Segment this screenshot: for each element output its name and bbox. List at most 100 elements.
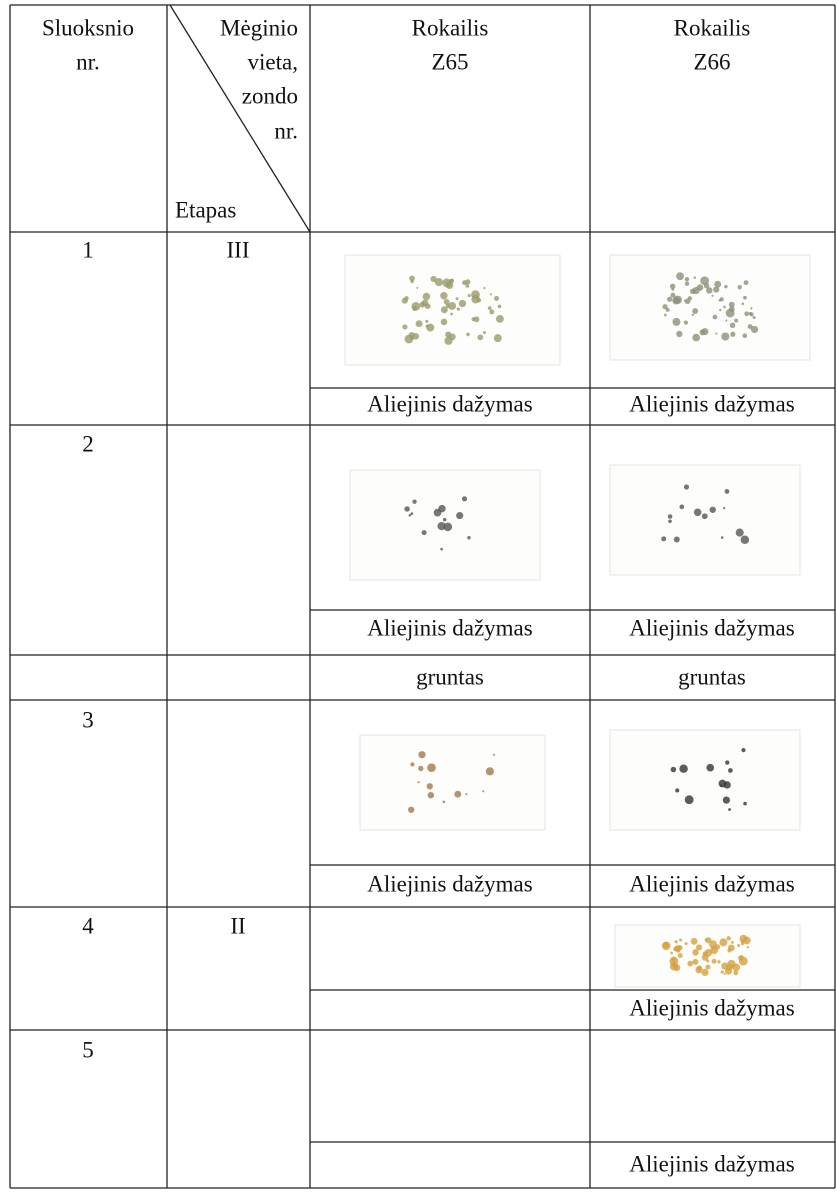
sample-speck (683, 299, 687, 302)
sample-speck (729, 322, 736, 329)
sample-speck (752, 315, 756, 320)
header-text: Z66 (693, 49, 730, 74)
cell-text: Aliejinis dažymas (367, 391, 532, 416)
sample-speck (417, 781, 420, 784)
sample-speck (668, 519, 672, 524)
header-text: nr. (274, 118, 298, 143)
sample-speck (482, 331, 487, 335)
header-text: Etapas (175, 197, 236, 222)
sample-speck (730, 331, 736, 337)
cell-text: Aliejinis dažymas (629, 871, 794, 896)
sample-speck (705, 964, 711, 970)
sample-speck (714, 280, 722, 288)
sample-speck (734, 318, 739, 323)
sample-speck (402, 324, 408, 330)
layer-number: 3 (82, 707, 94, 732)
sample-speck (737, 285, 742, 290)
sample-speck (434, 278, 443, 287)
sample-speck (720, 970, 724, 974)
sample-speck (718, 779, 727, 788)
layer-number: 5 (82, 1037, 94, 1062)
sample-photo (344, 254, 561, 366)
sample-speck (742, 333, 748, 339)
sample-speck (412, 499, 417, 504)
cell-text: gruntas (416, 664, 484, 689)
sample-speck (676, 330, 683, 338)
sample-speck (471, 295, 480, 304)
sample-speck (741, 748, 746, 753)
cell-text: Aliejinis dažymas (629, 1151, 794, 1176)
sample-speck (443, 299, 450, 305)
sample-speck (494, 295, 500, 301)
sample-speck (404, 506, 410, 512)
sample-speck (719, 938, 728, 947)
cell-text: gruntas (678, 664, 746, 689)
sample-speck (719, 297, 724, 302)
header-text: Mėginio (220, 15, 298, 40)
sample-speck (667, 514, 673, 519)
sample-speck (677, 953, 683, 959)
sample-speck (445, 304, 450, 308)
sample-speck (740, 535, 750, 544)
sample-speck (719, 308, 722, 312)
sample-speck (449, 278, 454, 284)
sample-speck (489, 293, 492, 296)
sample-speck (712, 314, 718, 320)
sample-speck (483, 287, 486, 290)
sample-speck (717, 960, 721, 964)
sample-speck (443, 522, 453, 532)
sample-speck (709, 506, 716, 513)
sample-photo (359, 734, 546, 831)
sample-speck (487, 306, 492, 310)
sample-speck (725, 760, 730, 765)
sample-speck (465, 284, 470, 288)
sample-photo (609, 729, 801, 831)
sample-speck (723, 305, 726, 309)
sample-speck (684, 942, 688, 946)
sample-speck (728, 301, 735, 308)
sample-speck (683, 484, 690, 490)
sample-speck (422, 292, 431, 301)
stage: II (230, 913, 245, 938)
sample-speck (410, 512, 414, 516)
sample-speck (442, 517, 447, 522)
sample-speck (724, 284, 728, 289)
sample-speck (728, 768, 733, 773)
layer-number: 1 (82, 237, 94, 262)
sample-speck (740, 941, 745, 946)
cell-text: Aliejinis dažymas (629, 995, 794, 1020)
sample-speck (493, 334, 502, 343)
layer-number: 4 (82, 913, 94, 938)
sample-speck (679, 938, 683, 942)
sample-speck (703, 283, 710, 289)
sample-speck (456, 511, 464, 520)
sample-speck (692, 958, 699, 965)
sample-speck (679, 764, 688, 773)
sample-speck (719, 784, 723, 787)
cell-text: Aliejinis dažymas (629, 615, 794, 640)
sample-speck (410, 762, 415, 767)
sample-speck (732, 963, 741, 972)
header-text: Rokailis (674, 15, 751, 40)
sample-speck (410, 279, 414, 284)
sample-speck (679, 504, 685, 510)
sample-speck (725, 319, 728, 322)
sample-speck (455, 297, 459, 301)
sample-speck (746, 946, 749, 949)
sample-speck (728, 808, 731, 811)
sample-speck (401, 297, 408, 304)
sample-speck (693, 508, 702, 517)
sample-speck (684, 795, 694, 805)
header-text: nr. (76, 49, 100, 74)
sample-speck (750, 325, 759, 334)
sample-speck (744, 311, 750, 317)
sample-speck (684, 281, 690, 286)
sample-speck (485, 767, 494, 776)
sample-speck (711, 958, 717, 964)
sample-speck (724, 489, 730, 494)
sample-speck (672, 317, 681, 326)
sample-speck (671, 287, 675, 291)
sample-speck (418, 751, 426, 759)
